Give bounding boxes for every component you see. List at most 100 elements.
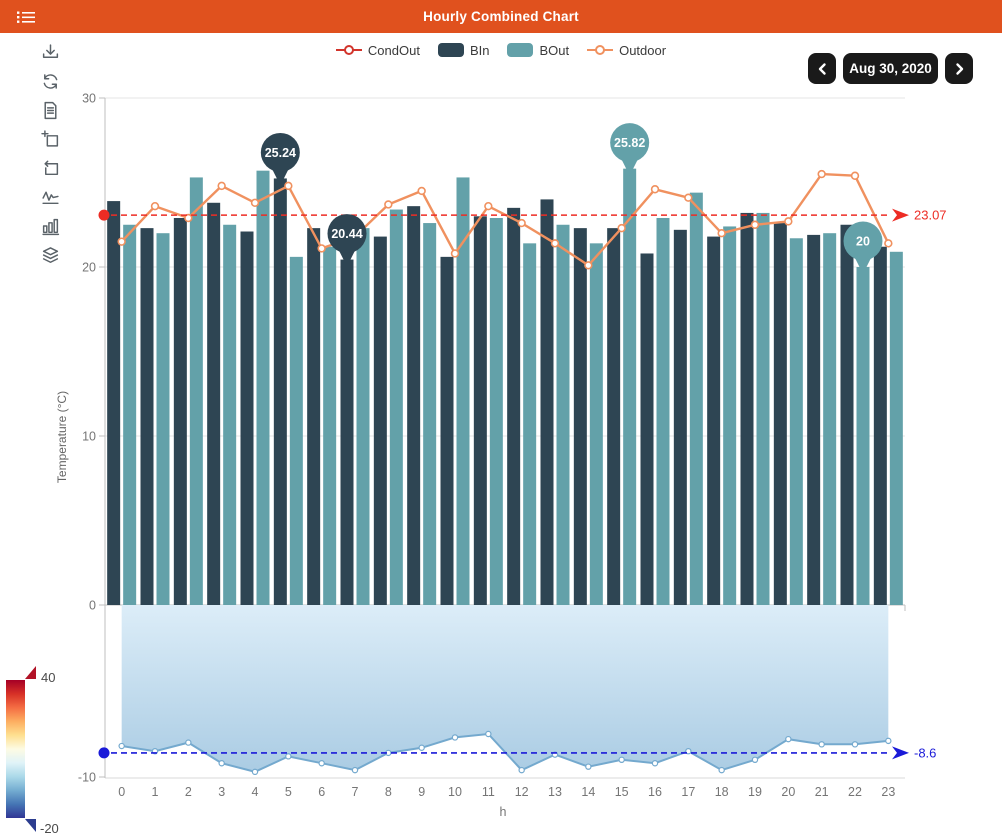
condout-point-11[interactable] (485, 730, 492, 738)
outdoor-point-8[interactable] (384, 200, 393, 209)
annotation-pin-25.24[interactable]: 25.24 (260, 132, 300, 186)
outdoor-point-6[interactable] (317, 244, 326, 253)
bar-bin-11[interactable] (473, 216, 487, 606)
condout-point-15[interactable] (618, 756, 625, 764)
outdoor-point-9[interactable] (417, 186, 426, 196)
bar-bout-7[interactable] (356, 228, 370, 605)
bar-chart-button[interactable] (41, 217, 60, 236)
bar-bin-20[interactable] (773, 223, 787, 605)
bar-bin-4[interactable] (240, 231, 254, 605)
bar-bout-5[interactable] (289, 256, 303, 605)
bar-bout-17[interactable] (689, 192, 703, 605)
bar-bout-14[interactable] (589, 243, 603, 605)
outdoor-point-12[interactable] (517, 218, 526, 228)
bar-bout-10[interactable] (456, 177, 470, 605)
restore-button[interactable] (41, 72, 60, 91)
bar-bout-2[interactable] (189, 177, 203, 605)
bar-bout-6[interactable] (323, 246, 337, 605)
stack-button[interactable] (41, 246, 60, 265)
bar-bout-22[interactable] (856, 267, 870, 605)
outdoor-point-15[interactable] (617, 223, 626, 233)
prev-day-button[interactable] (808, 53, 836, 84)
outdoor-point-2[interactable] (184, 213, 193, 223)
line-chart-button[interactable] (41, 188, 60, 207)
bar-bin-15[interactable] (607, 228, 621, 605)
bar-bout-9[interactable] (423, 223, 437, 605)
bar-bin-23[interactable] (873, 246, 887, 605)
legend-item-condout[interactable]: CondOut (335, 43, 420, 58)
outdoor-point-18[interactable] (717, 229, 726, 238)
outdoor-point-5[interactable] (284, 181, 293, 191)
bar-bin-13[interactable] (540, 199, 554, 605)
bar-bin-16[interactable] (640, 253, 654, 606)
condout-point-17[interactable] (685, 748, 692, 755)
bar-bin-12[interactable] (507, 207, 521, 605)
outdoor-point-14[interactable] (584, 261, 593, 270)
condout-point-14[interactable] (585, 763, 592, 770)
condout-point-10[interactable] (451, 734, 459, 741)
bar-bin-10[interactable] (440, 256, 454, 605)
outdoor-point-4[interactable] (250, 198, 260, 207)
outdoor-point-3[interactable] (217, 181, 226, 191)
condout-point-4[interactable] (251, 768, 259, 776)
condout-point-3[interactable] (218, 760, 225, 767)
bar-bin-6[interactable] (307, 228, 321, 605)
bar-bin-17[interactable] (673, 229, 687, 605)
condout-point-7[interactable] (351, 766, 359, 774)
legend-item-bin[interactable]: BIn (437, 43, 489, 58)
bar-bin-7[interactable] (340, 259, 354, 605)
zoom-reset-button[interactable] (41, 159, 60, 178)
condout-point-0[interactable] (118, 742, 125, 750)
bar-bin-1[interactable] (140, 228, 154, 605)
bar-bin-0[interactable] (107, 201, 121, 605)
condout-point-22[interactable] (851, 741, 859, 748)
condout-point-5[interactable] (285, 753, 292, 760)
bar-bin-8[interactable] (373, 236, 387, 605)
legend-item-bout[interactable]: BOut (507, 43, 569, 58)
bar-bout-8[interactable] (389, 209, 403, 606)
condout-point-6[interactable] (318, 760, 325, 767)
bar-bout-13[interactable] (556, 224, 570, 605)
bar-bout-3[interactable] (223, 224, 237, 605)
zoom-select-button[interactable] (41, 130, 60, 149)
menu-button[interactable] (15, 7, 37, 26)
outdoor-point-22[interactable] (850, 171, 860, 180)
condout-point-12[interactable] (518, 766, 525, 774)
bar-bin-18[interactable] (707, 236, 721, 605)
condout-point-23[interactable] (885, 737, 892, 745)
outdoor-point-11[interactable] (484, 201, 493, 211)
condout-point-2[interactable] (185, 739, 192, 746)
save-image-button[interactable] (41, 43, 60, 62)
bar-bout-0[interactable] (123, 224, 137, 605)
outdoor-point-16[interactable] (650, 185, 660, 194)
outdoor-point-20[interactable] (784, 217, 793, 226)
date-label[interactable]: Aug 30, 2020 (843, 53, 938, 84)
bar-bout-21[interactable] (823, 233, 837, 605)
bar-bin-14[interactable] (573, 228, 587, 605)
bar-bout-15[interactable] (623, 168, 637, 605)
legend-item-outdoor[interactable]: Outdoor (587, 43, 666, 58)
outdoor-point-0[interactable] (117, 237, 126, 246)
bar-bin-5[interactable] (273, 178, 287, 605)
bar-bin-3[interactable] (207, 202, 221, 605)
bar-bout-19[interactable] (756, 212, 770, 606)
condout-point-21[interactable] (818, 741, 825, 748)
annotation-pin-25.82[interactable]: 25.82 (610, 123, 650, 176)
data-view-button[interactable] (41, 101, 60, 120)
bar-bin-9[interactable] (407, 206, 421, 605)
outdoor-point-17[interactable] (684, 193, 693, 202)
bar-bin-21[interactable] (807, 234, 821, 605)
outdoor-point-19[interactable] (750, 220, 760, 229)
bar-bout-11[interactable] (489, 217, 503, 606)
outdoor-point-23[interactable] (884, 239, 893, 248)
condout-point-9[interactable] (418, 744, 425, 751)
bar-bout-23[interactable] (889, 251, 903, 606)
condout-point-19[interactable] (751, 756, 759, 764)
outdoor-point-10[interactable] (450, 249, 460, 258)
next-day-button[interactable] (945, 53, 973, 84)
annotation-pin-20[interactable]: 20 (843, 221, 883, 275)
annotation-pin-20.44[interactable]: 20.44 (327, 214, 367, 267)
outdoor-point-1[interactable] (150, 201, 160, 211)
bar-bout-1[interactable] (156, 233, 170, 605)
bar-bin-2[interactable] (173, 217, 187, 606)
